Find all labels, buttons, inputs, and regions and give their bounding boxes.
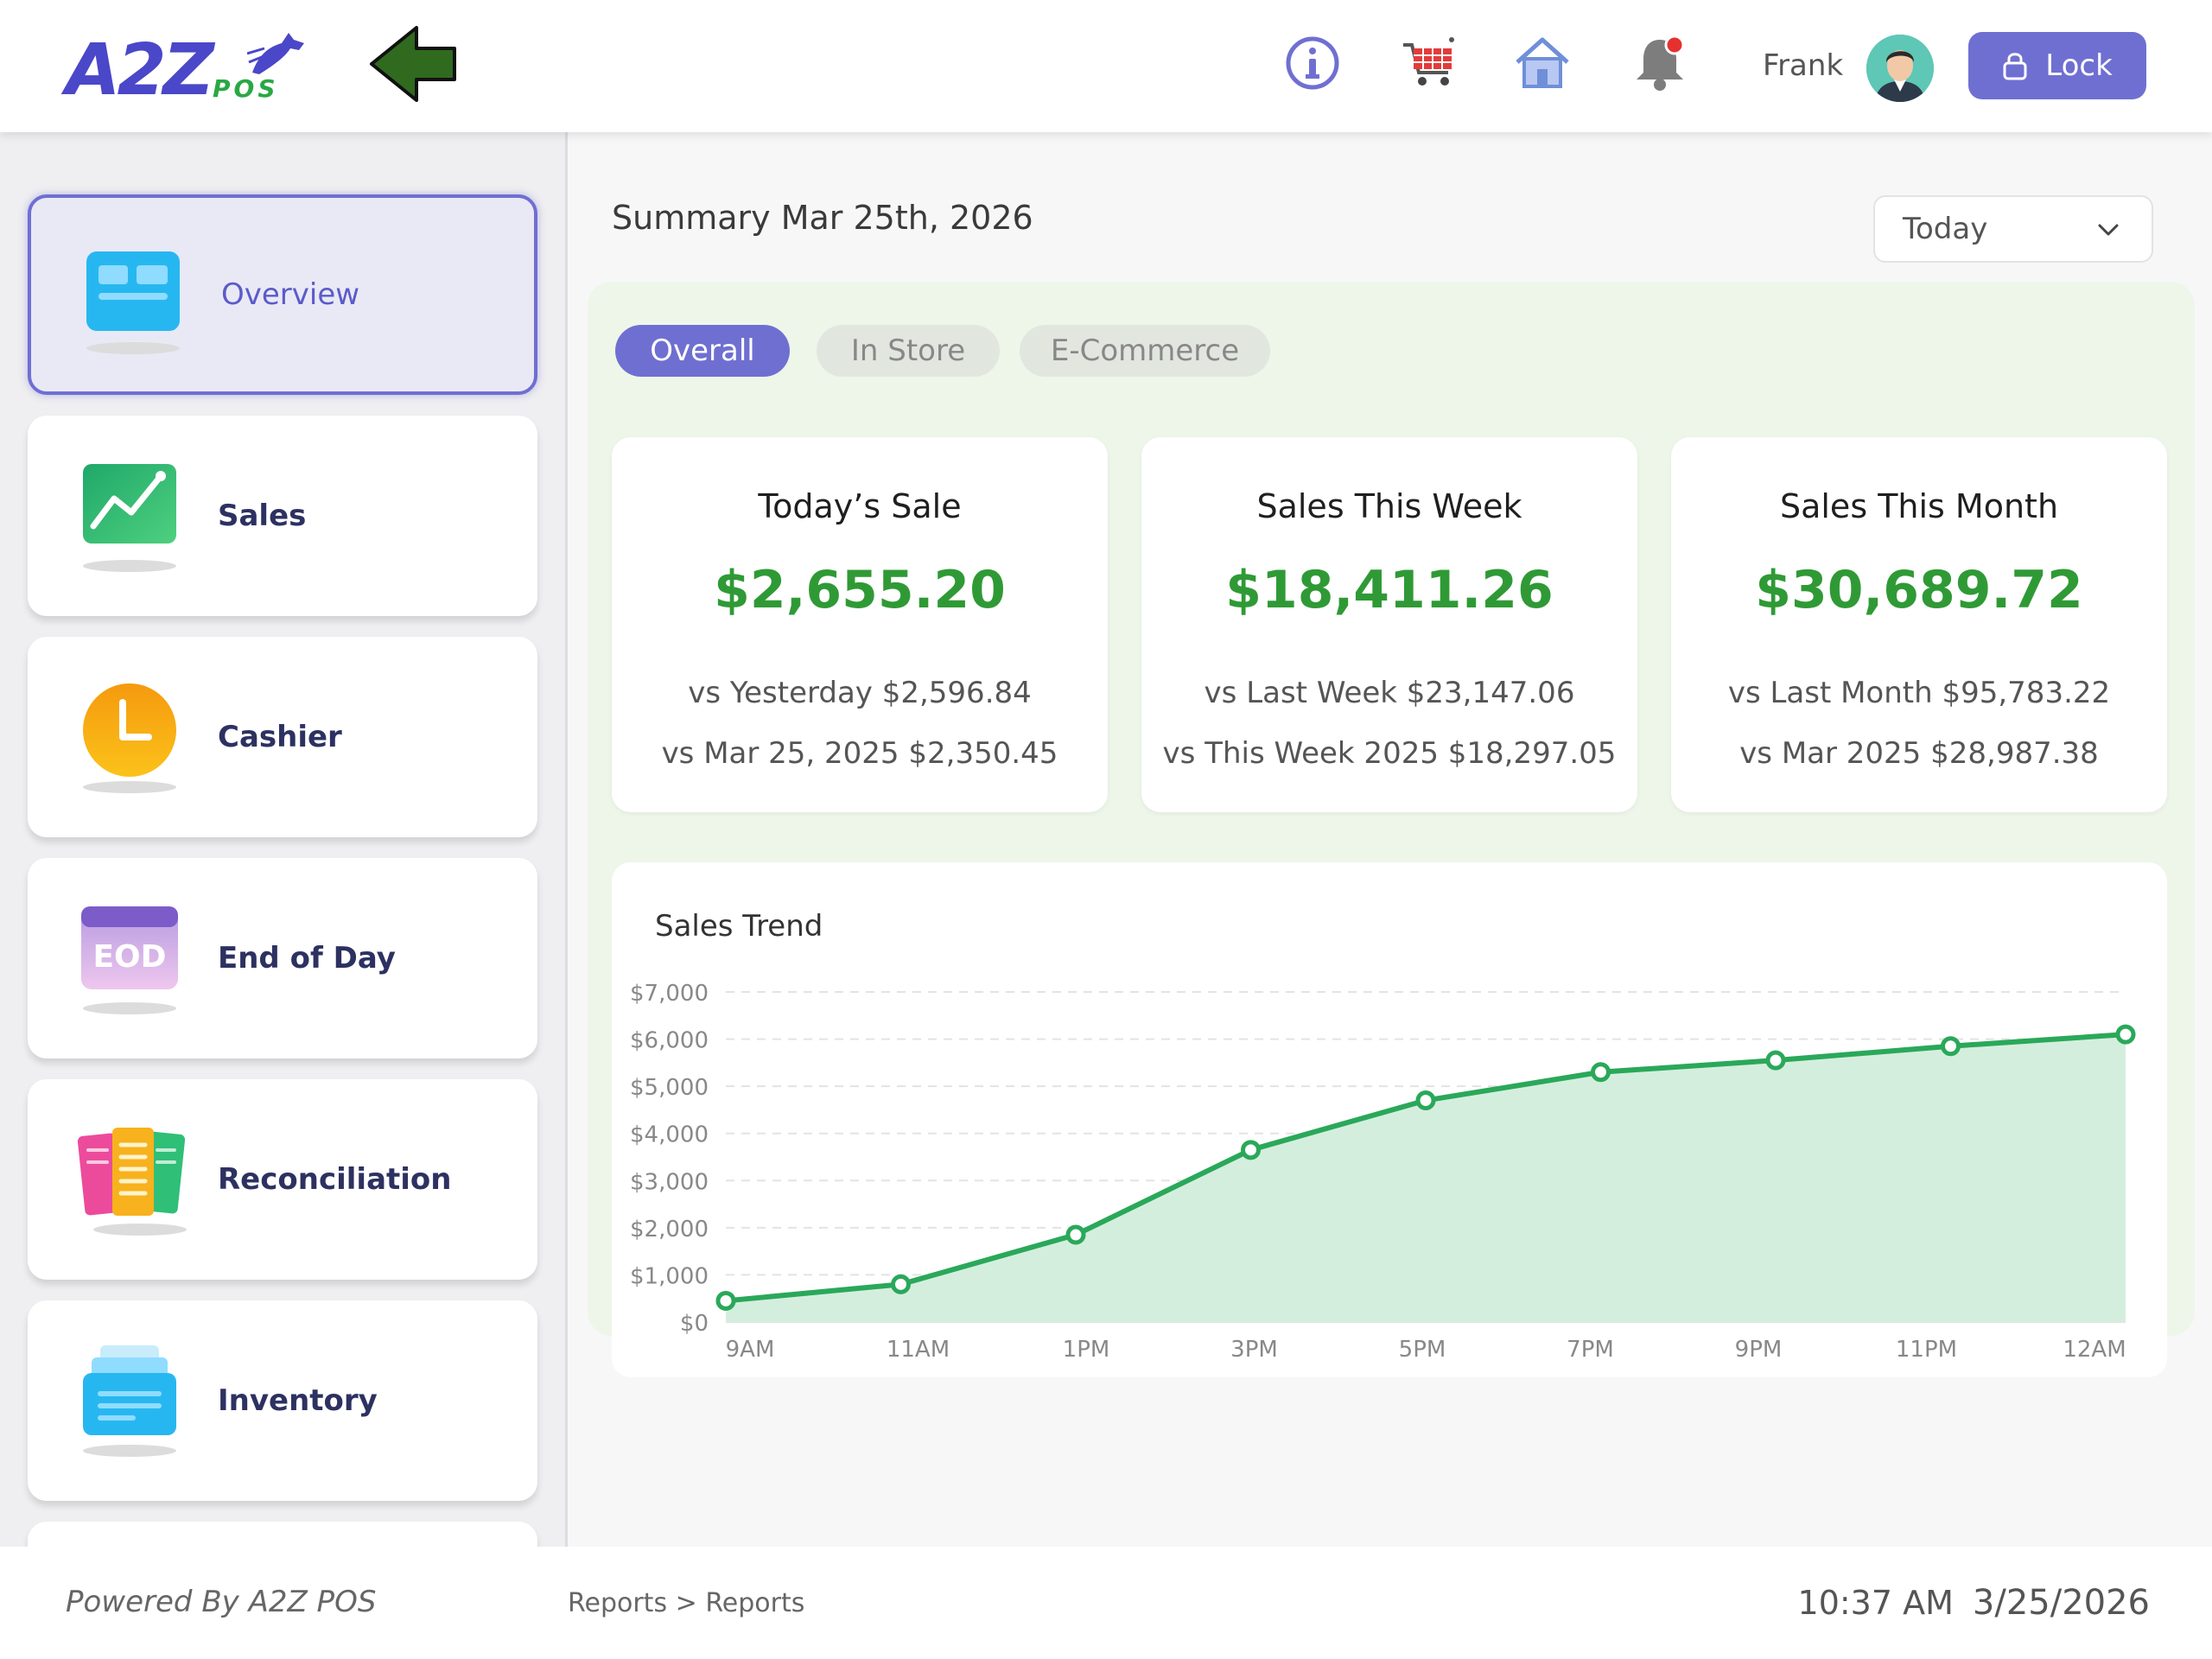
current-time: 10:37 AM [1797, 1584, 1954, 1622]
user-avatar-icon [1866, 35, 1934, 102]
sidebar-item-end-of-day[interactable]: EOD End of Day [28, 858, 537, 1058]
sales-data-point [715, 1290, 736, 1311]
powered-by-text: Powered By A2Z POS [66, 1585, 377, 1619]
bell-icon[interactable] [1630, 33, 1690, 93]
horse-logo-icon [247, 33, 304, 74]
stat-comparison: vs Yesterday $2,596.84 [688, 676, 1032, 710]
lock-button[interactable]: Lock [1968, 32, 2146, 99]
current-date: 3/25/2026 [1972, 1583, 2150, 1623]
tab-e-commerce[interactable]: E-Commerce [1020, 325, 1270, 377]
x-tick-label: 9PM [1735, 1337, 1783, 1363]
sidebar-item-label: Overview [221, 277, 360, 312]
breadcrumb: Reports > Reports [568, 1588, 804, 1618]
sidebar-item-label: Sales [218, 499, 307, 533]
stat-comparison: vs This Week 2025 $18,297.05 [1162, 736, 1617, 771]
stat-title: Sales This Month [1779, 487, 2059, 525]
footer-bar: Powered By A2Z POS Reports > Reports 10:… [0, 1547, 2212, 1659]
sidebar-item-sales[interactable]: Sales [28, 416, 537, 616]
y-tick-label: $5,000 [630, 1075, 709, 1101]
cart-icon[interactable] [1400, 33, 1460, 93]
tab-in-store[interactable]: In Store [817, 325, 1000, 377]
user-name[interactable]: Frank [1763, 48, 1844, 83]
y-tick-label: $1,000 [630, 1263, 709, 1289]
breadcrumb-separator: > [675, 1588, 697, 1618]
sales-chart-icon [83, 464, 176, 572]
date-range-value: Today [1903, 212, 1988, 246]
sales-data-point [2115, 1024, 2136, 1045]
sales-data-point [1765, 1050, 1786, 1071]
header-bar: A2Z POS Frank [0, 0, 2212, 132]
chevron-down-icon [2098, 224, 2119, 236]
sales-data-point [1591, 1062, 1611, 1083]
x-tick-label: 1PM [1063, 1337, 1110, 1363]
x-tick-label: 9AM [726, 1337, 775, 1363]
clock: 10:37 AM 3/25/2026 [1798, 1583, 2150, 1623]
documents-icon [77, 1128, 187, 1236]
info-icon[interactable] [1282, 33, 1343, 93]
stat-title: Sales This Week [1256, 487, 1522, 525]
sidebar-item-label: Cashier [218, 720, 342, 754]
stat-value: $18,411.26 [1225, 560, 1554, 620]
x-tick-label: 7PM [1567, 1337, 1614, 1363]
eod-icon-text: EOD [92, 939, 166, 975]
y-tick-label: $7,000 [630, 981, 709, 1007]
stat-comparison: vs Mar 25, 2025 $2,350.45 [661, 736, 1058, 771]
breadcrumb-item[interactable]: Reports [568, 1588, 668, 1618]
x-tick-label: 12AM [2063, 1337, 2126, 1363]
sidebar-item-inventory[interactable]: Inventory [28, 1300, 537, 1501]
sales-area-fill [726, 1034, 2126, 1322]
home-icon[interactable] [1512, 33, 1573, 93]
stat-value: $30,689.72 [1755, 560, 2083, 620]
sidebar-item-label: Reconciliation [218, 1162, 452, 1197]
sales-data-point [1941, 1036, 1961, 1057]
y-tick-label: $0 [680, 1311, 709, 1337]
stat-card-month: Sales This Month $30,689.72 vs Last Mont… [1671, 437, 2167, 812]
overview-icon [86, 251, 180, 354]
clock-icon [83, 683, 176, 793]
date-range-select[interactable]: Today [1873, 195, 2153, 263]
x-tick-label: 5PM [1399, 1337, 1446, 1363]
sidebar-item-cashier[interactable]: Cashier [28, 637, 537, 837]
stat-card-week: Sales This Week $18,411.26 vs Last Week … [1141, 437, 1637, 812]
notification-dot [1664, 35, 1685, 55]
sales-data-point [1241, 1140, 1261, 1160]
y-tick-label: $6,000 [630, 1028, 709, 1054]
sidebar-item-overview[interactable]: Overview [28, 194, 537, 395]
sidebar-item-reconciliation[interactable]: Reconciliation [28, 1079, 537, 1280]
stat-comparison: vs Last Week $23,147.06 [1204, 676, 1575, 710]
chart-title: Sales Trend [655, 909, 823, 944]
sidebar-item-more[interactable] [28, 1522, 537, 1547]
inventory-icon [83, 1345, 176, 1457]
x-tick-label: 3PM [1230, 1337, 1278, 1363]
stat-value: $2,655.20 [714, 560, 1006, 620]
sidebar-item-label: Inventory [218, 1383, 378, 1418]
stat-comparison: vs Mar 2025 $28,987.38 [1739, 736, 2099, 771]
sales-trend-card: $0 $1,000 $2,000 $3,000 $4,000 $5,000 $6,000 $7… [612, 862, 2167, 1377]
stat-comparison: vs Last Month $95,783.22 [1727, 676, 2111, 710]
stat-card-today: Today’s Sale $2,655.20 vs Yesterday $2,5… [612, 437, 1108, 812]
sales-data-point [1065, 1224, 1086, 1245]
stat-title: Today’s Sale [758, 487, 962, 525]
app-logo[interactable]: A2Z POS [66, 24, 304, 111]
sidebar: Overview Sales Cashier EOD End of Day [0, 132, 568, 1547]
sales-data-point [891, 1274, 911, 1294]
lock-label: Lock [2045, 48, 2113, 83]
avatar[interactable] [1866, 35, 1934, 102]
x-tick-label: 11AM [887, 1337, 950, 1363]
y-tick-label: $3,000 [630, 1169, 709, 1195]
sidebar-item-label: End of Day [218, 941, 396, 976]
sales-trend-chart: $0 $1,000 $2,000 $3,000 $4,000 $5,000 $6,000 $7… [630, 981, 2136, 1363]
x-tick-label: 11PM [1896, 1337, 1957, 1363]
y-tick-label: $4,000 [630, 1122, 709, 1148]
page-title: Summary Mar 25th, 2026 [612, 199, 1033, 237]
tab-overall[interactable]: Overall [615, 325, 790, 377]
lock-icon [2003, 53, 2027, 80]
logo-text: A2Z [66, 29, 214, 111]
y-tick-label: $2,000 [630, 1217, 709, 1243]
breadcrumb-item[interactable]: Reports [705, 1588, 805, 1618]
back-arrow-icon[interactable] [368, 24, 458, 104]
logo-subtext: POS [213, 74, 279, 103]
sales-data-point [1415, 1090, 1436, 1111]
eod-icon: EOD [81, 906, 178, 1014]
